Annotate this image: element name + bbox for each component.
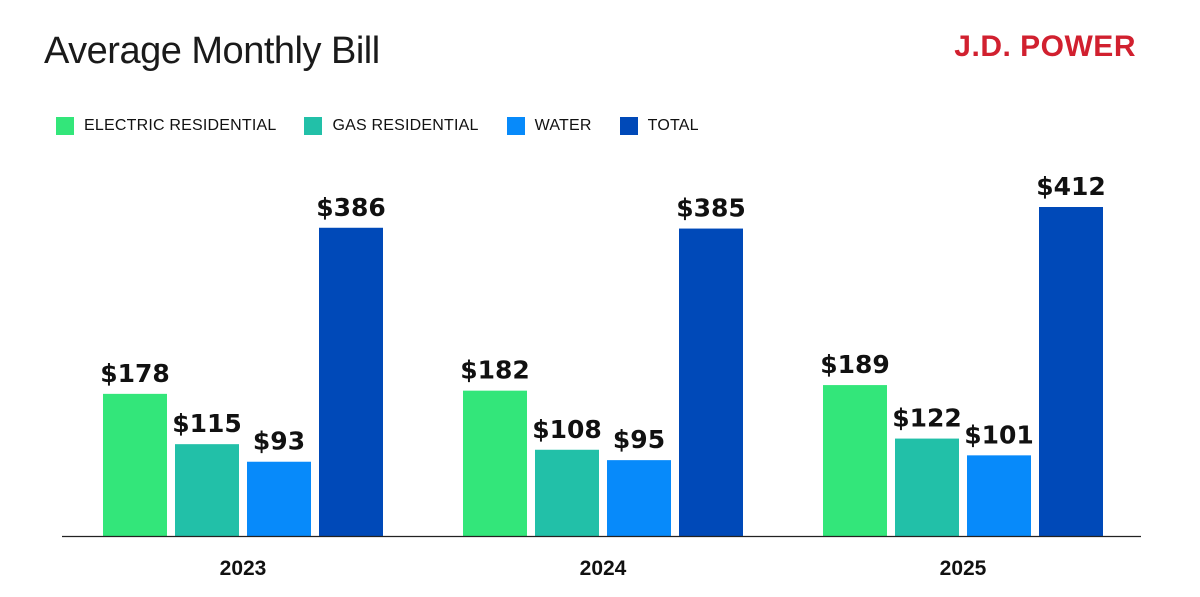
bar-2023-3 [319,227,383,536]
x-tick-label-2025: 2025 [940,557,987,580]
legend-item-electric: ELECTRIC RESIDENTIAL [56,117,276,135]
bar-2024-1 [535,449,599,536]
chart-legend: ELECTRIC RESIDENTIAL GAS RESIDENTIAL WAT… [56,117,727,135]
bar-2023-1 [175,444,239,536]
bar-value-label-2023-1: $115 [172,409,242,438]
bar-value-label-2024-0: $182 [460,356,530,385]
bar-2024-3 [679,228,743,537]
x-tick-label-2024: 2024 [580,557,627,580]
x-tick-label-2023: 2023 [220,557,267,580]
legend-label-electric: ELECTRIC RESIDENTIAL [84,117,277,134]
legend-swatch-gas [304,117,323,135]
bar-value-label-2023-0: $178 [100,359,170,388]
legend-item-water: WATER [506,117,592,135]
legend-item-gas: GAS RESIDENTIAL [304,117,478,135]
legend-swatch-total [619,117,638,135]
bar-2025-1 [895,438,959,536]
bar-2024-0 [463,390,527,536]
bar-value-label-2024-1: $108 [532,415,602,444]
bar-2025-0 [823,385,887,536]
legend-label-gas: GAS RESIDENTIAL [332,117,479,134]
bar-2023-0 [103,393,167,536]
bar-value-label-2024-2: $95 [613,425,665,454]
legend-swatch-electric [56,117,74,135]
bar-2024-2 [607,460,671,536]
bar-value-label-2025-3: $412 [1036,172,1106,201]
bar-value-label-2025-0: $189 [820,350,890,379]
legend-swatch-water [506,117,525,135]
bar-value-label-2023-3: $386 [316,193,386,222]
bar-2025-3 [1039,207,1103,536]
bar-value-label-2025-1: $122 [892,404,962,433]
legend-item-total: TOTAL [619,117,699,135]
bar-value-label-2024-3: $385 [676,194,746,223]
bar-2023-2 [247,461,311,536]
bar-2025-2 [967,455,1031,536]
legend-label-water: WATER [534,117,592,134]
jd-power-logo: J.D. POWER [954,30,1136,63]
legend-label-total: TOTAL [647,117,699,134]
chart-title: Average Monthly Bill [44,30,380,72]
bar-value-label-2025-2: $101 [964,420,1034,449]
bar-value-label-2023-2: $93 [253,427,305,456]
